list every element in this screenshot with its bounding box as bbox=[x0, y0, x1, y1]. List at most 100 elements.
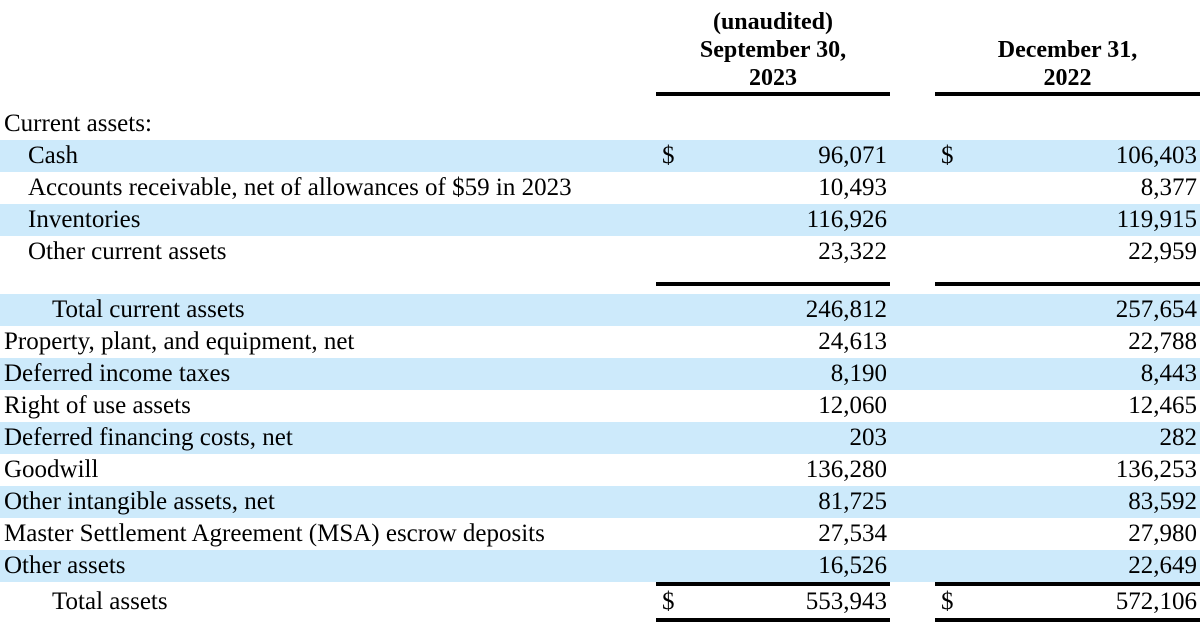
column-gutter bbox=[890, 204, 935, 236]
value-2022: 119,915 bbox=[1116, 206, 1197, 233]
row-label: Other intangible assets, net bbox=[4, 488, 275, 515]
value-2023: 24,613 bbox=[818, 328, 887, 355]
value-cell-2023: 203 bbox=[656, 422, 890, 454]
value-cell-2022: 83,592 bbox=[935, 486, 1200, 518]
value-cell-2023: $ 553,943 bbox=[656, 582, 890, 622]
row-label: Right of use assets bbox=[4, 392, 191, 419]
column-gutter bbox=[890, 140, 935, 172]
unaudited-note: (unaudited) bbox=[712, 9, 834, 35]
column-header-sep30-2023: (unaudited) September 30, 2023 bbox=[656, 8, 890, 96]
value-cell-2022: 257,654 bbox=[935, 294, 1200, 326]
row-label: Cash bbox=[28, 142, 78, 169]
subtotal-rule-2022 bbox=[935, 268, 1200, 286]
value-2022: 282 bbox=[1159, 424, 1198, 451]
table-row: Current assets: bbox=[0, 108, 1200, 140]
column-gutter bbox=[890, 326, 935, 358]
value-cell-2022: 136,253 bbox=[935, 454, 1200, 486]
value-2023: 81,725 bbox=[818, 488, 887, 515]
value-2022: 22,959 bbox=[1128, 238, 1197, 265]
value-2023: 10,493 bbox=[818, 174, 887, 201]
value-2022: 106,403 bbox=[1115, 142, 1197, 169]
value-cell-2023: 8,190 bbox=[656, 358, 890, 390]
value-cell-2023: 116,926 bbox=[656, 204, 890, 236]
value-2023: 203 bbox=[849, 424, 888, 451]
value-2023: 23,322 bbox=[818, 238, 887, 265]
value-2022: 27,980 bbox=[1128, 520, 1197, 547]
dollar-sign: $ bbox=[662, 588, 675, 615]
column-gutter bbox=[890, 390, 935, 422]
value-2023: 16,526 bbox=[818, 552, 887, 579]
dollar-sign: $ bbox=[662, 142, 675, 169]
subtotal-rule-2023 bbox=[656, 268, 890, 286]
column-gutter bbox=[890, 550, 935, 582]
value-2023: 553,943 bbox=[805, 588, 887, 615]
row-label: Accounts receivable, net of allowances o… bbox=[28, 174, 572, 201]
row-label: Master Settlement Agreement (MSA) escrow… bbox=[4, 520, 545, 547]
value-2022: 12,465 bbox=[1128, 392, 1197, 419]
column-gutter bbox=[890, 8, 935, 96]
value-cell-2023: $ 96,071 bbox=[656, 140, 890, 172]
value-cell-2022 bbox=[935, 108, 1200, 140]
row-label: Inventories bbox=[28, 206, 141, 233]
row-label: Other current assets bbox=[28, 238, 227, 265]
column-gutter bbox=[890, 358, 935, 390]
value-cell-2023 bbox=[656, 108, 890, 140]
value-cell-2022: 27,980 bbox=[935, 518, 1200, 550]
value-cell-2023: 81,725 bbox=[656, 486, 890, 518]
value-2023 bbox=[662, 108, 887, 140]
row-label: Total current assets bbox=[52, 296, 245, 323]
value-cell-2023: 24,613 bbox=[656, 326, 890, 358]
table-row: Total current assets 246,812 257,654 bbox=[0, 294, 1200, 326]
value-2022 bbox=[941, 108, 1197, 140]
table-row: Deferred income taxes 8,190 8,443 bbox=[0, 358, 1200, 390]
row-label: Goodwill bbox=[4, 456, 99, 483]
table-row: Other intangible assets, net 81,725 83,5… bbox=[0, 486, 1200, 518]
table-row: Inventories 116,926 119,915 bbox=[0, 204, 1200, 236]
value-cell-2022: 8,443 bbox=[935, 358, 1200, 390]
table-row: Property, plant, and equipment, net 24,6… bbox=[0, 326, 1200, 358]
row-label: Deferred financing costs, net bbox=[4, 424, 293, 451]
value-cell-2022: $ 106,403 bbox=[935, 140, 1200, 172]
table-header: (unaudited) September 30, 2023 December … bbox=[0, 0, 1200, 96]
value-cell-2022: 22,788 bbox=[935, 326, 1200, 358]
column-gutter bbox=[890, 518, 935, 550]
value-cell-2023: 12,060 bbox=[656, 390, 890, 422]
dollar-sign: $ bbox=[941, 142, 954, 169]
value-2023: 96,071 bbox=[818, 142, 887, 169]
table-body: Current assets: Cash $ 96,071 $ 106,403 … bbox=[0, 108, 1200, 622]
table-row: Total assets $ 553,943 $ 572,106 bbox=[0, 582, 1200, 622]
table-row: Accounts receivable, net of allowances o… bbox=[0, 172, 1200, 204]
row-label: Current assets: bbox=[4, 110, 152, 137]
row-label: Property, plant, and equipment, net bbox=[4, 328, 355, 355]
value-cell-2023: 10,493 bbox=[656, 172, 890, 204]
value-2023: 27,534 bbox=[818, 520, 887, 547]
column-gutter bbox=[890, 422, 935, 454]
dollar-sign: $ bbox=[941, 588, 954, 615]
value-cell-2022: $ 572,106 bbox=[935, 582, 1200, 622]
column-header-year: 2022 bbox=[1043, 65, 1092, 91]
value-cell-2023: 23,322 bbox=[656, 236, 890, 268]
value-2022: 257,654 bbox=[1115, 296, 1197, 323]
table-row: Cash $ 96,071 $ 106,403 bbox=[0, 140, 1200, 172]
value-2023: 246,812 bbox=[805, 296, 887, 323]
value-2023: 12,060 bbox=[818, 392, 887, 419]
value-cell-2022: 8,377 bbox=[935, 172, 1200, 204]
value-cell-2022: 119,915 bbox=[935, 204, 1200, 236]
value-2022: 22,649 bbox=[1128, 552, 1197, 579]
table-row: Deferred financing costs, net 203 282 bbox=[0, 422, 1200, 454]
value-cell-2022: 282 bbox=[935, 422, 1200, 454]
column-gutter bbox=[890, 454, 935, 486]
column-header-date-line1: September 30, bbox=[699, 37, 847, 63]
header-blank-line bbox=[935, 8, 1200, 36]
table-row: Other current assets 23,322 22,959 bbox=[0, 236, 1200, 268]
value-2023: 116,926 bbox=[806, 206, 887, 233]
value-cell-2022: 22,649 bbox=[935, 550, 1200, 582]
column-gutter bbox=[890, 172, 935, 204]
column-gutter bbox=[890, 582, 935, 622]
subtotal-rule-row bbox=[0, 268, 1200, 294]
value-2022: 572,106 bbox=[1115, 588, 1197, 615]
header-label-spacer bbox=[0, 8, 656, 96]
value-cell-2023: 16,526 bbox=[656, 550, 890, 582]
column-header-year: 2023 bbox=[749, 65, 797, 91]
